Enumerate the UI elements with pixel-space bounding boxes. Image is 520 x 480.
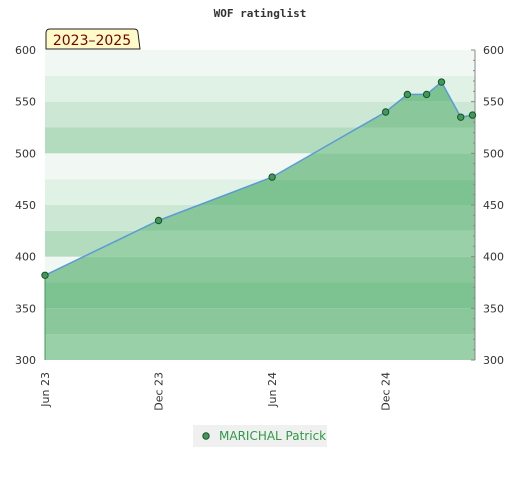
x-tick-label: Dec 23 bbox=[153, 372, 166, 411]
series-points bbox=[41, 78, 477, 279]
y-tick-label-left: 600 bbox=[15, 44, 36, 57]
data-point[interactable] bbox=[41, 271, 49, 279]
period-badge: 2023–2025 bbox=[45, 28, 141, 50]
y-tick-label-right: 450 bbox=[483, 199, 504, 212]
data-point[interactable] bbox=[381, 108, 390, 116]
y-tick-label-right: 350 bbox=[483, 302, 504, 315]
period-badge-text: 2023–2025 bbox=[53, 33, 131, 49]
y-tick-label-right: 500 bbox=[483, 147, 504, 160]
y-tick-label-left: 350 bbox=[15, 302, 36, 315]
legend-marker-icon bbox=[202, 432, 210, 440]
x-tick-label: Jun 23 bbox=[39, 372, 52, 408]
data-point[interactable] bbox=[468, 111, 477, 119]
y-axis-right: 300 350 400 450 500 550 600 bbox=[471, 44, 504, 367]
y-tick-label-right: 300 bbox=[483, 354, 504, 367]
y-tick-label-right: 600 bbox=[483, 44, 504, 57]
x-axis: Jun 23 Dec 23 Jun 24 Dec 24 bbox=[39, 372, 393, 411]
y-tick-label-left: 300 bbox=[15, 354, 36, 367]
data-point[interactable] bbox=[457, 113, 465, 121]
x-tick-label: Dec 24 bbox=[380, 372, 393, 411]
data-point[interactable] bbox=[154, 216, 163, 225]
legend[interactable]: MARICHAL Patrick bbox=[193, 425, 327, 447]
y-tick-label-right: 400 bbox=[483, 251, 504, 264]
y-tick-label-right: 550 bbox=[483, 96, 504, 109]
y-tick-label-left: 400 bbox=[15, 251, 36, 264]
fill-band bbox=[45, 282, 475, 309]
chart-title: WOF ratinglist bbox=[214, 7, 307, 20]
legend-box bbox=[193, 425, 327, 447]
data-point[interactable] bbox=[268, 173, 276, 181]
data-point[interactable] bbox=[422, 90, 431, 99]
series-line bbox=[44, 80, 475, 276]
y-tick-label-left: 500 bbox=[15, 147, 36, 160]
y-axis-left: 300 350 400 450 500 550 600 bbox=[15, 44, 36, 367]
data-point[interactable] bbox=[403, 90, 412, 99]
legend-series-name[interactable]: MARICHAL Patrick bbox=[219, 429, 326, 443]
x-tick-label: Jun 24 bbox=[266, 372, 279, 408]
background-band bbox=[45, 50, 475, 76]
y-tick-label-left: 550 bbox=[15, 96, 36, 109]
data-point[interactable] bbox=[437, 78, 446, 86]
fill-band bbox=[45, 256, 475, 283]
fill-band bbox=[45, 334, 475, 360]
fill-band bbox=[45, 308, 475, 335]
y-tick-label-left: 450 bbox=[15, 199, 36, 212]
